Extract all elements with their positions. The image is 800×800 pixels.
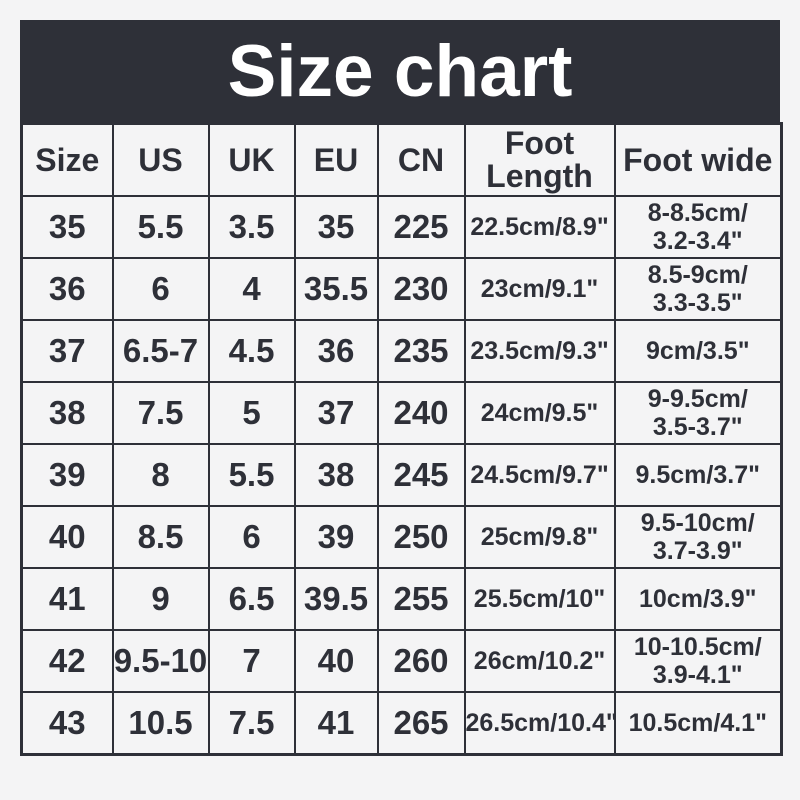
table-cell: 38 — [293, 443, 379, 507]
table-cell: 8-8.5cm/ 3.2-3.4" — [613, 195, 783, 259]
column-header-uk: UK — [207, 122, 296, 197]
table-cell: 8 — [111, 443, 210, 507]
table-row: 35 5.5 3.5 35 225 22.5cm/8.9" 8-8.5cm/ 3.2-3.4… — [20, 195, 783, 259]
table-cell: 41 — [293, 691, 379, 756]
table-cell: 39.5 — [293, 567, 379, 631]
table-cell: 6.5 — [207, 567, 296, 631]
table-cell: 25.5cm/10" — [463, 567, 616, 631]
table-cell: 7 — [207, 629, 296, 693]
table-cell: 240 — [376, 381, 466, 445]
table-cell: 26.5cm/10.4" — [463, 691, 616, 756]
size-chart-table: Size US UK EU CN Foot Length Foot wide 35 5.5 3.… — [20, 122, 783, 756]
table-cell: 9 — [111, 567, 210, 631]
table-row: 41 9 6.5 39.5 255 25.5cm/10" 10cm/3.9" — [20, 567, 783, 631]
table-cell: 37 — [20, 319, 114, 383]
table-cell: 250 — [376, 505, 466, 569]
table-cell: 22.5cm/8.9" — [463, 195, 616, 259]
table-cell: 5.5 — [111, 195, 210, 259]
column-header-foot-wide: Foot wide — [613, 122, 783, 197]
table-cell: 8.5 — [111, 505, 210, 569]
table-cell: 9.5cm/3.7" — [613, 443, 783, 507]
table-cell: 5.5 — [207, 443, 296, 507]
table-cell: 230 — [376, 257, 466, 321]
table-body: 35 5.5 3.5 35 225 22.5cm/8.9" 8-8.5cm/ 3.2-3.4… — [20, 195, 783, 756]
table-cell: 7.5 — [111, 381, 210, 445]
table-cell: 39 — [20, 443, 114, 507]
table-cell: 24cm/9.5" — [463, 381, 616, 445]
table-cell: 235 — [376, 319, 466, 383]
table-cell: 25cm/9.8" — [463, 505, 616, 569]
table-cell: 35.5 — [293, 257, 379, 321]
table-cell: 23cm/9.1" — [463, 257, 616, 321]
table-cell: 38 — [20, 381, 114, 445]
table-row: 39 8 5.5 38 245 24.5cm/9.7" 9.5cm/3.7" — [20, 443, 783, 507]
table-cell: 36 — [20, 257, 114, 321]
column-header-us: US — [111, 122, 210, 197]
table-cell: 6.5-7 — [111, 319, 210, 383]
table-row: 38 7.5 5 37 240 24cm/9.5" 9-9.5cm/ 3.5-3.7" — [20, 381, 783, 445]
table-cell: 7.5 — [207, 691, 296, 756]
table-cell: 225 — [376, 195, 466, 259]
table-row: 42 9.5-10 7 40 260 26cm/10.2" 10-10.5cm/ 3.9-4… — [20, 629, 783, 693]
table-cell: 39 — [293, 505, 379, 569]
table-cell: 26cm/10.2" — [463, 629, 616, 693]
table-row: 36 6 4 35.5 230 23cm/9.1" 8.5-9cm/ 3.3-3.5" — [20, 257, 783, 321]
title-bar: Size chart — [20, 20, 780, 122]
table-cell: 3.5 — [207, 195, 296, 259]
table-cell: 255 — [376, 567, 466, 631]
table-cell: 36 — [293, 319, 379, 383]
table-cell: 9-9.5cm/ 3.5-3.7" — [613, 381, 783, 445]
table-cell: 4.5 — [207, 319, 296, 383]
table-cell: 260 — [376, 629, 466, 693]
table-cell: 10.5 — [111, 691, 210, 756]
table-cell: 9cm/3.5" — [613, 319, 783, 383]
table-cell: 245 — [376, 443, 466, 507]
table-cell: 42 — [20, 629, 114, 693]
table-cell: 8.5-9cm/ 3.3-3.5" — [613, 257, 783, 321]
table-row: 37 6.5-7 4.5 36 235 23.5cm/9.3" 9cm/3.5" — [20, 319, 783, 383]
page-title: Size chart — [227, 30, 573, 112]
table-cell: 6 — [207, 505, 296, 569]
column-header-size: Size — [20, 122, 114, 197]
table-cell: 23.5cm/9.3" — [463, 319, 616, 383]
table-cell: 40 — [20, 505, 114, 569]
table-cell: 43 — [20, 691, 114, 756]
column-header-eu: EU — [293, 122, 379, 197]
table-cell: 10-10.5cm/ 3.9-4.1" — [613, 629, 783, 693]
size-chart-page: Size chart Size US UK EU CN Foot Length Foot w… — [20, 20, 783, 756]
table-cell: 41 — [20, 567, 114, 631]
table-cell: 5 — [207, 381, 296, 445]
table-cell: 35 — [20, 195, 114, 259]
table-cell: 6 — [111, 257, 210, 321]
table-cell: 10.5cm/4.1" — [613, 691, 783, 756]
table-row: 40 8.5 6 39 250 25cm/9.8" 9.5-10cm/ 3.7-3.9" — [20, 505, 783, 569]
header-row: Size US UK EU CN Foot Length Foot wide — [20, 122, 783, 197]
table-cell: 24.5cm/9.7" — [463, 443, 616, 507]
table-cell: 4 — [207, 257, 296, 321]
table-cell: 35 — [293, 195, 379, 259]
table-cell: 40 — [293, 629, 379, 693]
table-cell: 37 — [293, 381, 379, 445]
column-header-cn: CN — [376, 122, 466, 197]
table-cell: 265 — [376, 691, 466, 756]
table-row: 43 10.5 7.5 41 265 26.5cm/10.4" 10.5cm/4.1" — [20, 691, 783, 756]
table-cell: 9.5-10cm/ 3.7-3.9" — [613, 505, 783, 569]
table-cell: 9.5-10 — [111, 629, 210, 693]
table-cell: 10cm/3.9" — [613, 567, 783, 631]
column-header-foot-length: Foot Length — [463, 122, 616, 197]
